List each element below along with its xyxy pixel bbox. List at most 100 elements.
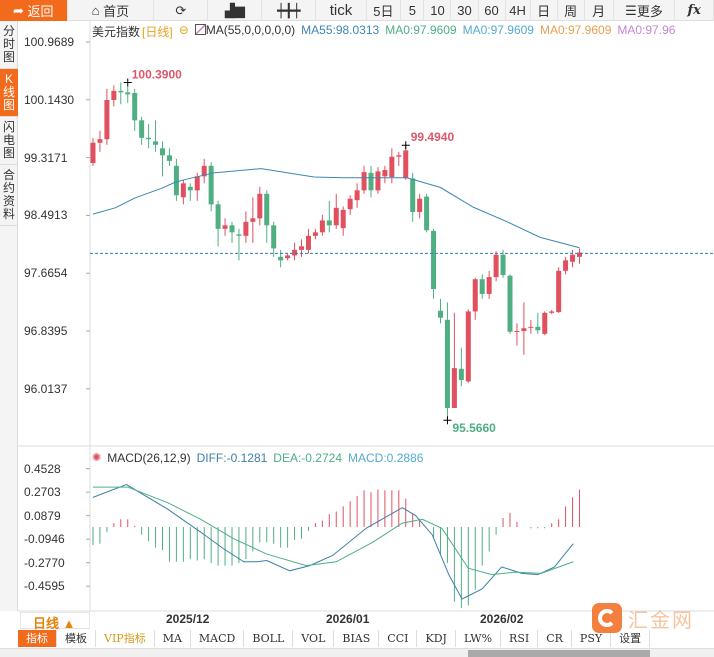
candle-body (97, 139, 103, 143)
candle-body (417, 198, 423, 213)
indicator-tab[interactable]: KDJ (417, 630, 456, 647)
diff-value: DIFF:-0.1281 (196, 451, 268, 465)
indicator-tab[interactable]: BIAS (334, 630, 380, 647)
candle-body (514, 331, 520, 333)
candle-body (201, 165, 207, 177)
period-60[interactable]: 60 (479, 0, 506, 21)
top-toolbar: ➦ 返回 ⌂ 首页 ⟳ ▟▆ ┿╋┿ tick 5日 5 10 30 60 4H… (0, 0, 714, 21)
candle-body (153, 141, 159, 145)
extreme-marker (123, 78, 132, 87)
home-button[interactable]: ⌂ 首页 (68, 0, 155, 21)
candle-body (312, 232, 318, 236)
candle-body (104, 100, 110, 140)
indicator-tab[interactable]: 设置 (611, 630, 651, 647)
ma0-value-1: MA0:97.9609 (385, 23, 457, 37)
price-axis-label: 96.0137 (24, 381, 68, 396)
candle-body (236, 234, 242, 236)
logo-icon (592, 603, 622, 633)
date-label: 2025/12 (166, 612, 210, 626)
candle-body (451, 368, 457, 409)
period-30[interactable]: 30 (451, 0, 479, 21)
indicator-tab[interactable]: RSI (501, 630, 539, 647)
price-legend: 美元指数 [日线] ⊖ MA(55,0,0,0,0,0) MA55:98.031… (92, 23, 675, 40)
kline-chart[interactable]: 100.3900 99.4940 95.5660 (0, 0, 714, 612)
candle-body (173, 165, 179, 196)
candle-body (577, 252, 582, 257)
diff-line (92, 483, 574, 600)
candle-body (194, 176, 200, 191)
scrollbar-thumb[interactable] (468, 650, 650, 657)
candle-body (465, 311, 471, 382)
macd-settings-icon[interactable]: ✺ (92, 452, 102, 464)
bar-chart-icon: ▟▆ (224, 2, 245, 18)
tab-flash[interactable]: 闪电图 (0, 117, 18, 165)
horizontal-scrollbar[interactable] (0, 648, 714, 657)
period-5[interactable]: 5 (401, 0, 425, 21)
indicator-tab[interactable]: LW% (456, 630, 502, 647)
indicator-tabs: 指标 模板 VIP指标 MA MACD BOLL VOL BIAS CCI KDJ LW% RSI CR… (18, 630, 651, 647)
indicator-tab[interactable]: CR (538, 630, 572, 647)
period-10[interactable]: 10 (424, 0, 452, 21)
candle-body (361, 172, 367, 191)
ma55-line (92, 168, 580, 249)
tab-contract-info[interactable]: 合约资料 (0, 165, 18, 226)
macd-axis-label: -0.4595 (24, 579, 65, 594)
candle-body (556, 270, 562, 313)
more-button[interactable]: ☰ 更多 (614, 0, 676, 21)
indicator-tab[interactable]: 指标 (18, 630, 57, 647)
candle-body (166, 155, 172, 161)
indicator-tab[interactable]: VIP指标 (96, 630, 155, 647)
macd-axis-label: 0.0879 (24, 508, 61, 523)
period-4h[interactable]: 4H (506, 0, 531, 21)
period-selector[interactable]: 日线 ▲ (20, 612, 90, 631)
candle-body (264, 193, 270, 226)
extreme-marker (401, 141, 410, 150)
bar-chart-button[interactable]: ▟▆ (208, 0, 263, 21)
back-button[interactable]: ➦ 返回 (0, 0, 68, 21)
indicator-tab[interactable]: 模板 (57, 630, 96, 647)
candle-body (493, 254, 499, 278)
candle-body (431, 230, 437, 290)
candle-body (118, 90, 124, 93)
period-week[interactable]: 周 (558, 0, 585, 21)
indicator-tab[interactable]: BOLL (244, 630, 294, 647)
indicator-tab[interactable]: PSY (572, 630, 612, 647)
indicator-tab[interactable]: VOL (293, 630, 335, 647)
candle-body (222, 225, 228, 229)
candle-body (347, 198, 353, 210)
candle-body (368, 172, 374, 191)
price-axis-label: 98.4913 (24, 208, 68, 223)
candle-body (326, 220, 332, 226)
dea-value: DEA:-0.2724 (273, 451, 343, 465)
candle-body (486, 277, 492, 294)
date-label: 2026/01 (326, 612, 370, 626)
price-axis-label: 100.1430 (24, 92, 75, 107)
candlestick-button[interactable]: ┿╋┿ (262, 0, 317, 21)
back-arrow-icon: ➦ (12, 2, 28, 18)
price-axis-label: 97.6654 (24, 266, 68, 281)
candle-body (375, 171, 381, 191)
period-month[interactable]: 月 (585, 0, 614, 21)
indicator-tab[interactable]: MA (155, 630, 191, 647)
collapse-icon[interactable]: ⊖ (178, 23, 189, 37)
fiveday-button[interactable]: 5日 (367, 0, 402, 21)
candle-body (125, 92, 131, 95)
price-axis-label: 96.8395 (24, 324, 68, 339)
candle-body (229, 225, 235, 233)
tick-button[interactable]: tick (316, 0, 367, 21)
formula-button[interactable]: fx (675, 0, 714, 21)
candlestick-icon: ┿╋┿ (277, 2, 301, 18)
indicator-tab[interactable]: CCI (379, 630, 418, 647)
indicator-tab[interactable]: MACD (191, 630, 245, 647)
left-tab-bar: 分时图 K线图 闪电图 合约资料 (0, 21, 18, 611)
candle-body (132, 93, 138, 121)
period-day[interactable]: 日 (531, 0, 558, 21)
tab-kline[interactable]: K线图 (0, 69, 18, 117)
refresh-button[interactable]: ⟳ (154, 0, 209, 21)
candle-body (570, 254, 576, 262)
candle-body (528, 326, 534, 328)
candle-body (542, 312, 548, 334)
tab-timeshare[interactable]: 分时图 (0, 21, 18, 69)
ma55-value: MA55:98.0313 (301, 23, 380, 37)
ma-settings[interactable]: MA(55,0,0,0,0,0) (194, 23, 295, 40)
